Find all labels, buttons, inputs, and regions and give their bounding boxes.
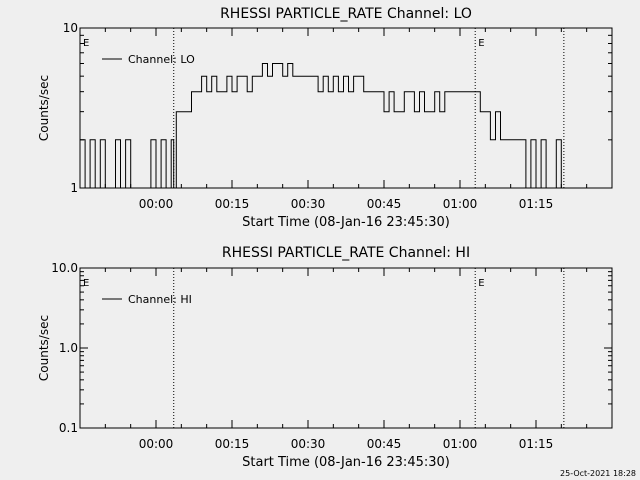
chart2-x-tick-label: 00:15 bbox=[215, 437, 250, 451]
chart1-x-tick-label: 00:00 bbox=[139, 197, 174, 211]
chart1-y-axis-label: Counts/sec bbox=[37, 75, 51, 141]
chart1-x-axis-label: Start Time (08-Jan-16 23:45:30) bbox=[242, 215, 450, 230]
chart2-y-tick-label: 10.0 bbox=[51, 261, 78, 275]
chart2-x-tick-label: 00:30 bbox=[291, 437, 326, 451]
chart1-x-tick-label: 01:15 bbox=[519, 197, 554, 211]
chart2-x-tick-label: 00:45 bbox=[367, 437, 402, 451]
chart1-flag-label: E bbox=[478, 38, 484, 49]
chart2-legend-label: Channel: HI bbox=[128, 293, 192, 306]
chart2-plot-frame bbox=[79, 267, 613, 429]
chart1-title: RHESSI PARTICLE_RATE Channel: LO bbox=[220, 6, 472, 22]
chart2-flag-label: E bbox=[478, 278, 484, 289]
chart2-flag-label: E bbox=[83, 278, 89, 289]
chart1-y-tick-label: 1 bbox=[70, 181, 78, 195]
chart1-flag-label: E bbox=[83, 38, 89, 49]
chart2-x-tick-label: 01:00 bbox=[443, 437, 478, 451]
chart1-legend-label: Channel: LO bbox=[128, 53, 195, 66]
chart2-x-axis-label: Start Time (08-Jan-16 23:45:30) bbox=[242, 455, 450, 470]
chart2-y-tick-label: 1.0 bbox=[59, 341, 78, 355]
chart2-y-tick-label: 0.1 bbox=[59, 421, 78, 435]
chart1-panel: RHESSI PARTICLE_RATE Channel: LO Start Ti… bbox=[37, 6, 613, 230]
chart1-x-tick-label: 00:30 bbox=[291, 197, 326, 211]
chart2-title: RHESSI PARTICLE_RATE Channel: HI bbox=[222, 245, 470, 261]
chart1-y-tick-label: 10 bbox=[63, 21, 78, 35]
footer-stamp: 25-Oct-2021 18:28 bbox=[560, 469, 636, 478]
chart1-x-tick-label: 00:45 bbox=[367, 197, 402, 211]
chart2-x-tick-label: 00:00 bbox=[139, 437, 174, 451]
chart1-x-tick-label: 01:00 bbox=[443, 197, 478, 211]
chart2-y-axis-label: Counts/sec bbox=[37, 315, 51, 381]
chart1-plot-frame bbox=[79, 27, 613, 189]
chart1-x-tick-label: 00:15 bbox=[215, 197, 250, 211]
chart2-x-tick-label: 01:15 bbox=[519, 437, 554, 451]
chart2-panel: RHESSI PARTICLE_RATE Channel: HI Start Ti… bbox=[37, 245, 613, 470]
chart1-series-line bbox=[80, 63, 564, 189]
